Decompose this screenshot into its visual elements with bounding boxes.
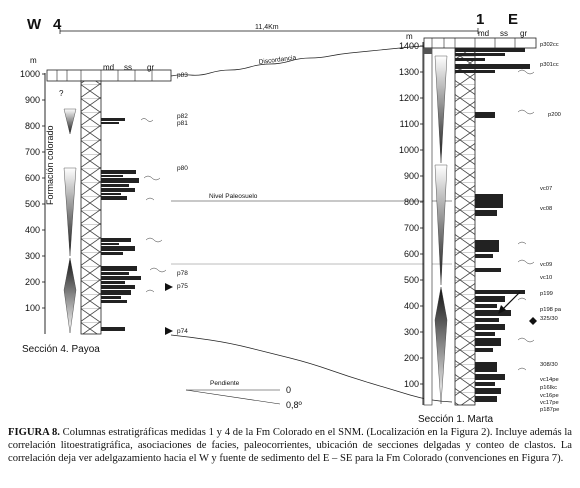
sample-p81: p81 [177, 120, 188, 127]
sample-p301cc: p301cc [540, 62, 559, 68]
sample-p302cc: p302cc [540, 42, 559, 48]
distance-label: 11,4Km [255, 24, 279, 31]
left-tick-1000: 1000 [20, 69, 40, 79]
left-facies-gr: gr [147, 63, 154, 72]
left-tick-700: 700 [25, 147, 40, 157]
sample-p187pe: p187pe [540, 407, 559, 413]
left-wedge-upper [63, 108, 77, 135]
right-tick-500: 500 [404, 275, 419, 285]
right-facies-gr: gr [520, 29, 527, 38]
right-tick-300: 300 [404, 327, 419, 337]
sample-p78: p78 [177, 270, 188, 277]
right-tick-200: 200 [404, 353, 419, 363]
left-tick-900: 900 [25, 95, 40, 105]
sample-vc14pe: vc14pe [540, 377, 559, 383]
discordance-line [170, 43, 453, 77]
sample-vc09: vc09 [540, 262, 552, 268]
sample-325-30: 325/30 [540, 316, 558, 322]
slope-title: Pendiente [210, 380, 240, 387]
sample-p82: p82 [177, 113, 188, 120]
sample-vc10: vc10 [540, 275, 552, 281]
right-paleocurrents [498, 291, 537, 325]
left-column-body [80, 80, 102, 335]
sample-p83: p83 [177, 72, 188, 79]
right-wedge-upper [434, 55, 448, 164]
right-header-box [423, 37, 537, 49]
right-header-letter: E [508, 11, 518, 28]
right-wedge-mid [434, 164, 448, 286]
caption-text: Columnas estratigráficas medidas 1 y 4 d… [8, 427, 572, 464]
sample-vc08: vc08 [540, 206, 552, 212]
right-tick-1400: 1400 [399, 41, 419, 51]
sample-p198pa: p198 pa [540, 307, 562, 313]
right-tick-1200: 1200 [399, 93, 419, 103]
basal-contact [170, 334, 453, 403]
right-tick-1300: 1300 [399, 67, 419, 77]
right-tick-600: 600 [404, 249, 419, 259]
left-tick-300: 300 [25, 251, 40, 261]
formation-label: Formación colorado [45, 125, 55, 205]
sample-p75: p75 [177, 283, 188, 290]
left-tick-200: 200 [25, 277, 40, 287]
right-header-number: 1 [476, 11, 484, 28]
right-tick-1100: 1100 [400, 119, 419, 129]
slope-value-0: 0 [286, 385, 291, 395]
left-column: W 4 m md ss gr 1000 900 800 700 600 500 … [20, 16, 188, 355]
left-lithology [101, 118, 141, 331]
left-tick-100: 100 [25, 303, 40, 313]
left-header-box [46, 69, 172, 82]
right-section-label: Sección 1. Marta [418, 414, 493, 425]
sample-p200: p200 [548, 112, 561, 118]
left-unit-label: m [30, 56, 37, 65]
right-tick-700: 700 [404, 223, 419, 233]
left-wedge-lower [63, 257, 77, 334]
left-tick-500: 500 [25, 199, 40, 209]
left-wedge-mid [63, 167, 77, 257]
marker-bed-label: Nivel Paleosuelo [209, 193, 258, 200]
discordance-label: Discordancia [258, 54, 297, 66]
right-wedge-lower [434, 286, 448, 405]
stratigraphic-figure: W 4 m md ss gr 1000 900 800 700 600 500 … [20, 11, 562, 425]
right-unit-label: m [406, 32, 413, 41]
question-mark: ? [59, 89, 64, 98]
left-tick-800: 800 [25, 121, 40, 131]
sample-p16ikc: p16Ikc [540, 385, 557, 391]
right-tick-800: 800 [404, 197, 419, 207]
left-axis-ticks: 1000 900 800 700 600 500 400 300 200 100 [20, 69, 40, 313]
sample-308-30: 308/30 [540, 362, 558, 368]
right-tick-400: 400 [404, 301, 419, 311]
left-facies-ss: ss [124, 63, 132, 72]
sample-p80: p80 [177, 165, 188, 172]
right-tick-900: 900 [404, 171, 419, 181]
slope-value-08: 0,8º [286, 400, 303, 410]
right-column-body [454, 47, 476, 406]
left-header-number: 4 [53, 16, 62, 33]
caption-label: FIGURA 8. [8, 427, 60, 438]
right-facies-ss: ss [500, 29, 508, 38]
left-tick-600: 600 [25, 173, 40, 183]
right-tick-1000: 1000 [399, 145, 419, 155]
sample-vc17pe: vc17pe [540, 400, 559, 406]
sample-p74: p74 [177, 328, 188, 335]
right-facies-md: md [478, 29, 489, 38]
figure-caption: FIGURA 8. Columnas estratigráficas medid… [8, 426, 572, 465]
right-lithology [455, 48, 530, 402]
left-tick-400: 400 [25, 225, 40, 235]
right-column: 1 E m md ss gr 1400 1300 1200 1100 1000 … [399, 11, 562, 425]
sample-vc07: vc07 [540, 186, 552, 192]
right-axis-ticks: 1400 1300 1200 1100 1000 900 800 700 600… [399, 41, 419, 389]
left-section-label: Sección 4. Payoa [22, 344, 100, 355]
correlation: 11,4Km Discordancia Nivel Paleosuelo Pen… [59, 24, 479, 410]
right-tick-100: 100 [404, 379, 419, 389]
slope-legend: Pendiente 0 0,8º [185, 380, 303, 410]
sample-vc16pe: vc16pe [540, 393, 559, 399]
left-paleocurrents [165, 283, 173, 335]
left-header-letter: W [27, 16, 42, 33]
sample-p199: p199 [540, 291, 553, 297]
left-facies-md: md [103, 63, 114, 72]
